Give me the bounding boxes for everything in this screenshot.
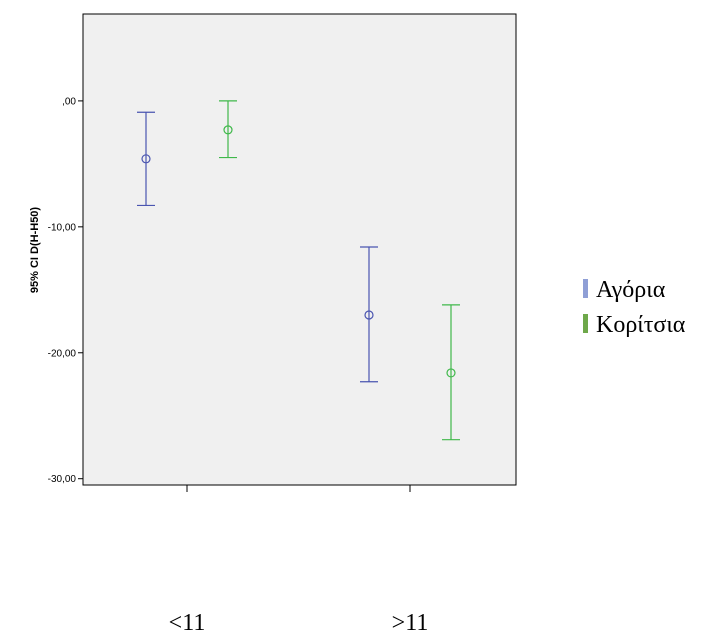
error-bar — [219, 100, 237, 159]
error-bar — [137, 111, 155, 207]
legend-item: Αγόρια — [583, 277, 666, 303]
y-tick-label: -20,00 — [48, 348, 77, 359]
y-tick-label: ,00 — [62, 96, 76, 107]
y-axis: ,00 -10,00 -20,00 -30,00 — [48, 96, 83, 485]
error-bar — [360, 246, 378, 383]
legend-item: Κορίτσια — [583, 312, 686, 338]
x-category-label: >11 — [392, 610, 429, 636]
legend-label: Κορίτσια — [596, 312, 686, 338]
error-bar — [442, 304, 460, 441]
legend-swatch — [583, 314, 588, 333]
mean-marker — [446, 368, 456, 378]
y-tick-label: -10,00 — [48, 222, 77, 233]
x-category-label: <11 — [169, 610, 206, 636]
mean-marker — [223, 125, 233, 135]
error-bars — [137, 100, 460, 441]
legend-label: Αγόρια — [596, 277, 666, 303]
plot-area — [82, 13, 517, 486]
legend: Αγόρια Κορίτσια — [583, 277, 686, 338]
y-tick-label: -30,00 — [48, 474, 77, 485]
mean-marker — [141, 154, 151, 164]
legend-swatch — [583, 279, 588, 298]
y-axis-title: 95% CI D(H-H50) — [29, 207, 41, 294]
x-axis: <11 >11 — [169, 485, 429, 636]
mean-marker — [364, 310, 374, 320]
